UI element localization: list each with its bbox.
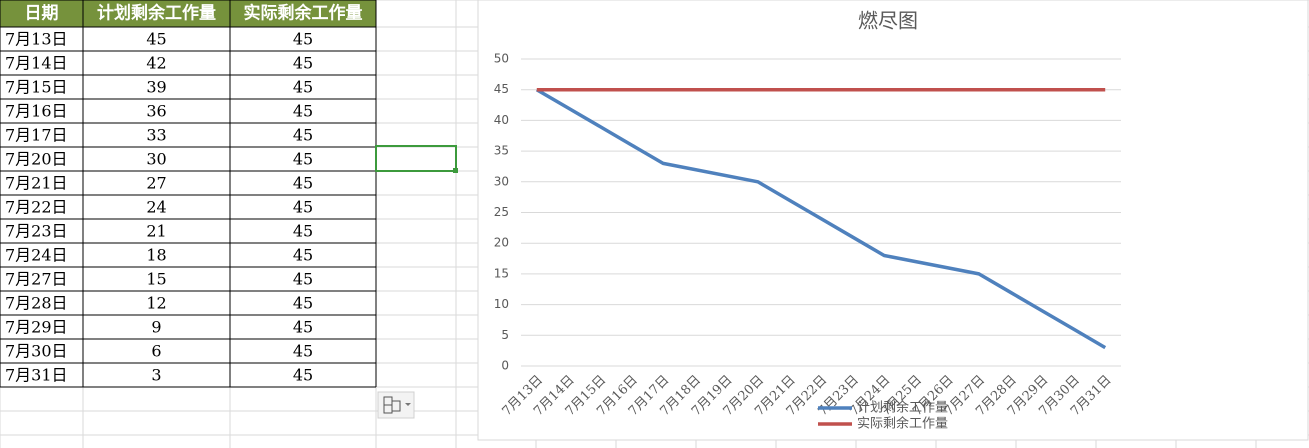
number-cell: 39	[146, 78, 166, 97]
number-cell: 15	[146, 270, 166, 289]
date-cell: 7月28日	[5, 294, 68, 313]
y-tick-label: 20	[494, 236, 509, 250]
y-tick-label: 35	[494, 144, 509, 158]
date-cell: 7月14日	[5, 54, 68, 73]
date-cell: 7月16日	[5, 102, 68, 121]
number-cell: 21	[146, 222, 166, 241]
number-cell: 12	[146, 294, 166, 313]
number-cell: 45	[293, 222, 313, 241]
number-cell: 45	[293, 270, 313, 289]
date-cell: 7月30日	[5, 342, 68, 361]
date-cell: 7月29日	[5, 318, 68, 337]
number-cell: 9	[151, 318, 161, 337]
number-cell: 45	[293, 318, 313, 337]
number-cell: 45	[293, 102, 313, 121]
fill-handle[interactable]	[453, 168, 458, 173]
date-cell: 7月21日	[5, 174, 68, 193]
number-cell: 45	[293, 294, 313, 313]
number-cell: 42	[146, 54, 166, 73]
chart-title: 燃尽图	[858, 9, 918, 33]
date-cell: 7月27日	[5, 270, 68, 289]
selected-cell[interactable]	[375, 145, 457, 172]
number-cell: 45	[293, 366, 313, 385]
date-cell: 7月20日	[5, 150, 68, 169]
date-cell: 7月31日	[5, 366, 68, 385]
date-cell: 7月22日	[5, 198, 68, 217]
y-tick-label: 30	[494, 174, 509, 188]
number-cell: 45	[293, 198, 313, 217]
number-cell: 45	[293, 174, 313, 193]
date-cell: 7月13日	[5, 30, 68, 49]
y-tick-label: 0	[501, 359, 509, 373]
paste-options[interactable]	[377, 391, 415, 419]
date-cell: 7月17日	[5, 126, 68, 145]
date-cell: 7月15日	[5, 78, 68, 97]
header-row	[0, 0, 376, 27]
number-cell: 45	[293, 342, 313, 361]
legend-label: 实际剩余工作量	[857, 416, 948, 432]
number-cell: 33	[146, 126, 166, 145]
y-tick-label: 50	[494, 52, 509, 66]
number-cell: 45	[146, 30, 166, 49]
y-tick-label: 25	[494, 205, 509, 219]
number-cell: 45	[293, 150, 313, 169]
chart: 燃尽图 051015202530354045507月13日7月14日7月15日7…	[477, 0, 1309, 441]
number-cell: 3	[151, 366, 161, 385]
header-cell: 计划剩余工作量	[97, 3, 216, 24]
date-cell: 7月23日	[5, 222, 68, 241]
number-cell: 36	[146, 102, 166, 121]
date-cell: 7月24日	[5, 246, 68, 265]
number-cell: 45	[293, 126, 313, 145]
chart-area	[477, 0, 1309, 441]
series-line	[535, 88, 1107, 350]
number-cell: 27	[146, 174, 166, 193]
y-tick-label: 40	[494, 113, 509, 127]
header-cell: 日期	[25, 4, 59, 24]
legend-label: 计划剩余工作量	[857, 400, 948, 416]
y-tick-label: 10	[494, 297, 509, 311]
number-cell: 45	[293, 30, 313, 49]
number-cell: 24	[146, 198, 166, 217]
number-cell: 6	[151, 342, 161, 361]
number-cell: 45	[293, 54, 313, 73]
header-cell: 实际剩余工作量	[244, 3, 363, 24]
number-cell: 45	[293, 78, 313, 97]
number-cell: 45	[293, 246, 313, 265]
number-cell: 18	[146, 246, 166, 265]
y-tick-label: 5	[501, 328, 509, 342]
y-tick-label: 45	[494, 82, 509, 96]
number-cell: 30	[146, 150, 166, 169]
table: 日期 计划剩余工作量 实际剩余工作量 7月13日 45 45 7月14日 42 45 7月15日 3…	[0, 0, 377, 388]
y-tick-label: 15	[494, 266, 509, 280]
